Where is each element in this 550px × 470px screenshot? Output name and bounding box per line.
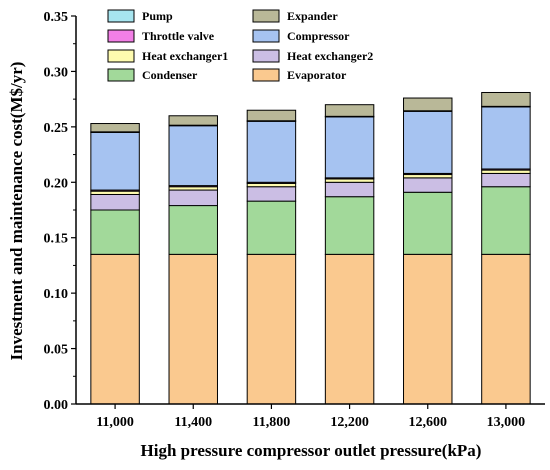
legend-swatch-condenser <box>107 68 135 82</box>
axes-group: 0.00 0.05 0.10 0.15 0.20 0.25 0.30 0.35 11,000 11… <box>44 10 545 430</box>
bar-segment-compressor-1 <box>168 125 218 187</box>
bar-segment-compressor-4 <box>403 110 453 174</box>
legend-swatch-expander <box>252 9 280 23</box>
y-tick-label-1: 0.05 <box>44 343 69 358</box>
x-tick-label-5: 13,000 <box>487 415 526 430</box>
x-axis-title: High pressure compressor outlet pressure… <box>141 441 482 460</box>
legend-swatch-throttle-valve <box>107 29 135 43</box>
legend-swatch-compressor <box>252 29 280 43</box>
bar-segment-heat-exchanger2-3 <box>324 181 375 198</box>
y-tick-label-5: 0.25 <box>44 121 69 136</box>
bar-segment-compressor-3 <box>324 116 375 179</box>
bar-segment-condenser-4 <box>403 191 453 255</box>
legend-swatch-pump <box>107 9 135 23</box>
bar-segment-condenser-0 <box>90 209 140 255</box>
bar-segment-evaporator-1 <box>168 253 218 405</box>
bar-segment-evaporator-2 <box>246 253 297 405</box>
bar-segment-heat-exchanger2-2 <box>246 186 297 202</box>
y-tick-label-0: 0.00 <box>44 398 69 413</box>
legend: Pump Expander Throttle valve Compressor Heat… <box>107 9 373 82</box>
bar-segment-heat-exchanger2-0 <box>90 193 140 211</box>
x-tick-label-1: 11,400 <box>174 415 212 430</box>
bar-segment-condenser-5 <box>481 186 531 255</box>
legend-label-compressor: Compressor <box>287 29 350 43</box>
y-tick-label-7: 0.35 <box>44 10 69 25</box>
x-tick-label-3: 12,200 <box>330 415 369 430</box>
bar-segment-heat-exchanger2-5 <box>481 172 531 188</box>
legend-label-heat-exchanger1: Heat exchanger1 <box>142 49 228 63</box>
bar-segment-expander-1 <box>168 115 218 126</box>
bar-segment-evaporator-3 <box>324 253 375 405</box>
legend-swatch-evaporator <box>252 68 280 82</box>
legend-label-evaporator: Evaporator <box>287 68 347 82</box>
bar-segment-expander-3 <box>324 104 375 117</box>
x-tick-label-0: 11,000 <box>96 415 134 430</box>
bar-segment-evaporator-5 <box>481 253 531 405</box>
y-tick-label-2: 0.10 <box>44 287 69 302</box>
y-tick-label-4: 0.20 <box>44 176 69 191</box>
legend-label-pump: Pump <box>142 9 173 23</box>
legend-swatch-heat-exchanger2 <box>252 49 280 63</box>
legend-label-condenser: Condenser <box>142 68 198 82</box>
bar-segment-expander-2 <box>246 109 297 122</box>
y-tick-label-3: 0.15 <box>44 232 69 247</box>
bar-segment-expander-4 <box>403 97 453 112</box>
bar-segment-condenser-3 <box>324 196 375 255</box>
bar-segment-expander-5 <box>481 91 531 107</box>
bar-segment-condenser-1 <box>168 205 218 255</box>
x-tick-label-4: 12,600 <box>409 415 448 430</box>
bar-segment-heat-exchanger2-4 <box>403 177 453 193</box>
bar-segment-evaporator-4 <box>403 253 453 405</box>
y-axis-title: Investment and maintenance cost(M$/yr) <box>7 62 26 361</box>
bar-segment-compressor-0 <box>90 131 140 191</box>
legend-label-throttle-valve: Throttle valve <box>142 29 215 43</box>
legend-label-expander: Expander <box>287 9 338 23</box>
bar-segment-heat-exchanger2-1 <box>168 189 218 207</box>
bars-group <box>90 91 531 405</box>
x-tick-label-2: 11,800 <box>253 415 291 430</box>
bar-segment-condenser-2 <box>246 200 297 255</box>
bar-segment-evaporator-0 <box>90 253 140 405</box>
bar-segment-compressor-5 <box>481 106 531 170</box>
bar-segment-compressor-2 <box>246 120 297 183</box>
legend-swatch-heat-exchanger1 <box>107 49 135 63</box>
legend-label-heat-exchanger2: Heat exchanger2 <box>287 49 373 63</box>
bar-segment-expander-0 <box>90 123 140 133</box>
y-tick-label-6: 0.30 <box>44 65 69 80</box>
